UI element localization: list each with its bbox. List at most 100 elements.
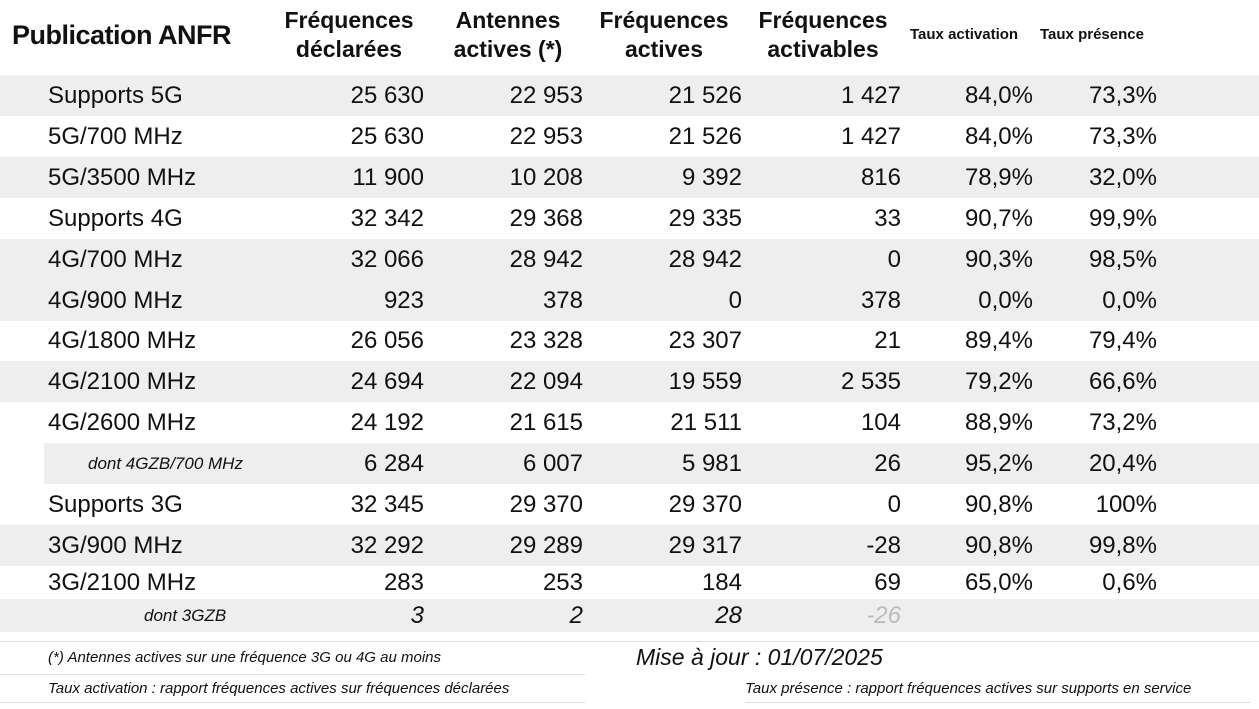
header-antennas-line1: Antennes [455, 7, 561, 33]
cell-antennas: 22 953 [509, 123, 583, 150]
cell-active: 21 526 [668, 123, 742, 150]
cell-activation: 90,3% [964, 246, 1033, 273]
note-presence: Taux présence : rapport fréquences activ… [745, 680, 1192, 697]
table-row: 3G/2100 MHz 283 253 184 69 65,0% 0,6% [0, 566, 1259, 599]
cell-activation: 78,9% [964, 164, 1033, 191]
cell-active: 21 526 [668, 82, 742, 109]
divider [745, 702, 1250, 703]
table-row: 5G/3500 MHz 11 900 10 208 9 392 816 78,9% 32,0… [0, 157, 1259, 198]
cell-presence: 73,2% [1088, 409, 1157, 436]
header-active: Fréquences actives [584, 6, 744, 64]
page-title: Publication ANFR [12, 20, 232, 50]
cell-activation: 84,0% [964, 82, 1033, 109]
header-activable: Fréquences activables [743, 6, 903, 64]
cell-declared: 24 694 [350, 368, 424, 395]
cell-presence: 99,9% [1088, 205, 1157, 232]
cell-presence: 100% [1095, 491, 1157, 518]
cell-antennas: 10 208 [509, 164, 583, 191]
row-label: 4G/700 MHz [48, 246, 183, 273]
note-activation: Taux activation : rapport fréquences act… [48, 680, 510, 697]
row-label: Supports 3G [48, 491, 183, 518]
header-declared: Fréquences déclarées [269, 6, 429, 64]
row-label: 4G/2100 MHz [48, 368, 197, 395]
cell-presence: 99,8% [1088, 532, 1157, 559]
cell-antennas: 29 289 [509, 532, 583, 559]
cell-active: 0 [728, 287, 742, 314]
cell-activable: 0 [887, 246, 901, 273]
support-row: Supports 4G 32 342 29 368 29 335 33 90,7% 99,9… [0, 198, 1259, 239]
cell-activable: 21 [874, 327, 901, 354]
cell-activable: 0 [887, 491, 901, 518]
cell-activation: 90,8% [964, 532, 1033, 559]
cell-activable: 378 [860, 287, 901, 314]
cell-presence: 66,6% [1088, 368, 1157, 395]
cell-antennas: 253 [542, 569, 583, 596]
cell-declared: 25 630 [350, 123, 424, 150]
cell-declared: 26 056 [350, 327, 424, 354]
cell-activation: 90,8% [964, 491, 1033, 518]
note-antennas: (*) Antennes actives sur une fréquence 3… [48, 649, 441, 666]
row-label: 4G/900 MHz [48, 287, 183, 314]
cell-activation: 90,7% [964, 205, 1033, 232]
cell-active: 5 981 [681, 450, 742, 477]
row-label: Supports 5G [48, 82, 183, 109]
cell-presence: 0,0% [1102, 287, 1157, 314]
cell-active: 28 [715, 602, 742, 629]
cell-declared: 3 [410, 602, 424, 629]
cell-declared: 11 900 [352, 164, 424, 191]
cell-activable: -28 [866, 532, 901, 559]
cell-antennas: 6 007 [522, 450, 583, 477]
cell-declared: 32 292 [350, 532, 424, 559]
row-label: dont 4GZB/700 MHz [88, 454, 243, 473]
cell-activation: 79,2% [964, 368, 1033, 395]
header-declared-line2: déclarées [295, 36, 403, 62]
row-label: 5G/700 MHz [48, 123, 183, 150]
cell-active: 23 307 [668, 327, 742, 354]
row-label: 4G/2600 MHz [48, 409, 197, 436]
cell-activable: -26 [866, 602, 901, 629]
row-label: 3G/900 MHz [48, 532, 183, 559]
cell-presence: 98,5% [1088, 246, 1157, 273]
cell-active: 29 370 [668, 491, 742, 518]
cell-activable: 1 427 [840, 82, 901, 109]
cell-active: 9 392 [681, 164, 742, 191]
header-antennas-line2: actives (*) [453, 36, 563, 62]
cell-activation [913, 599, 1033, 632]
cell-active: 184 [701, 569, 742, 596]
table-row: 4G/900 MHz 923 378 0 378 0,0% 0,0% [0, 280, 1259, 321]
row-label: dont 3GZB [144, 606, 227, 625]
cell-antennas: 21 615 [509, 409, 583, 436]
cell-antennas: 22 094 [509, 368, 583, 395]
cell-activable: 69 [874, 569, 901, 596]
cell-declared: 24 192 [350, 409, 424, 436]
cell-active: 29 317 [668, 532, 742, 559]
table-row: dont 3GZB 3 2 28 -26 [0, 599, 1259, 632]
cell-activation: 89,4% [964, 327, 1033, 354]
table-row: 5G/700 MHz 25 630 22 953 21 526 1 427 84,0% 73… [0, 116, 1259, 157]
cell-presence: 0,6% [1102, 569, 1157, 596]
cell-activation: 84,0% [964, 123, 1033, 150]
cell-activation: 65,0% [964, 569, 1033, 596]
update-date: Mise à jour : 01/07/2025 [636, 644, 883, 670]
cell-activable: 816 [860, 164, 901, 191]
cell-declared: 32 066 [350, 246, 424, 273]
divider [0, 674, 585, 675]
cell-antennas: 23 328 [509, 327, 583, 354]
cell-presence: 73,3% [1088, 82, 1157, 109]
row-label: 3G/2100 MHz [48, 569, 197, 596]
cell-presence: 20,4% [1088, 450, 1157, 477]
cell-presence: 79,4% [1088, 327, 1157, 354]
table-row: dont 4GZB/700 MHz 6 284 6 007 5 981 26 95,2% 2… [44, 443, 1259, 484]
cell-presence: 32,0% [1088, 164, 1157, 191]
cell-declared: 32 345 [350, 491, 424, 518]
row-label: 5G/3500 MHz [48, 164, 197, 191]
cell-declared: 6 284 [363, 450, 424, 477]
cell-active: 21 511 [670, 409, 742, 436]
cell-activable: 26 [874, 450, 901, 477]
cell-active: 29 335 [668, 205, 742, 232]
row-label: 4G/1800 MHz [48, 327, 197, 354]
header-antennas: Antennes actives (*) [428, 6, 588, 64]
support-row: Supports 5G 25 630 22 953 21 526 1 427 84,0% 7… [0, 75, 1259, 116]
header-activable-line1: Fréquences [758, 7, 888, 33]
